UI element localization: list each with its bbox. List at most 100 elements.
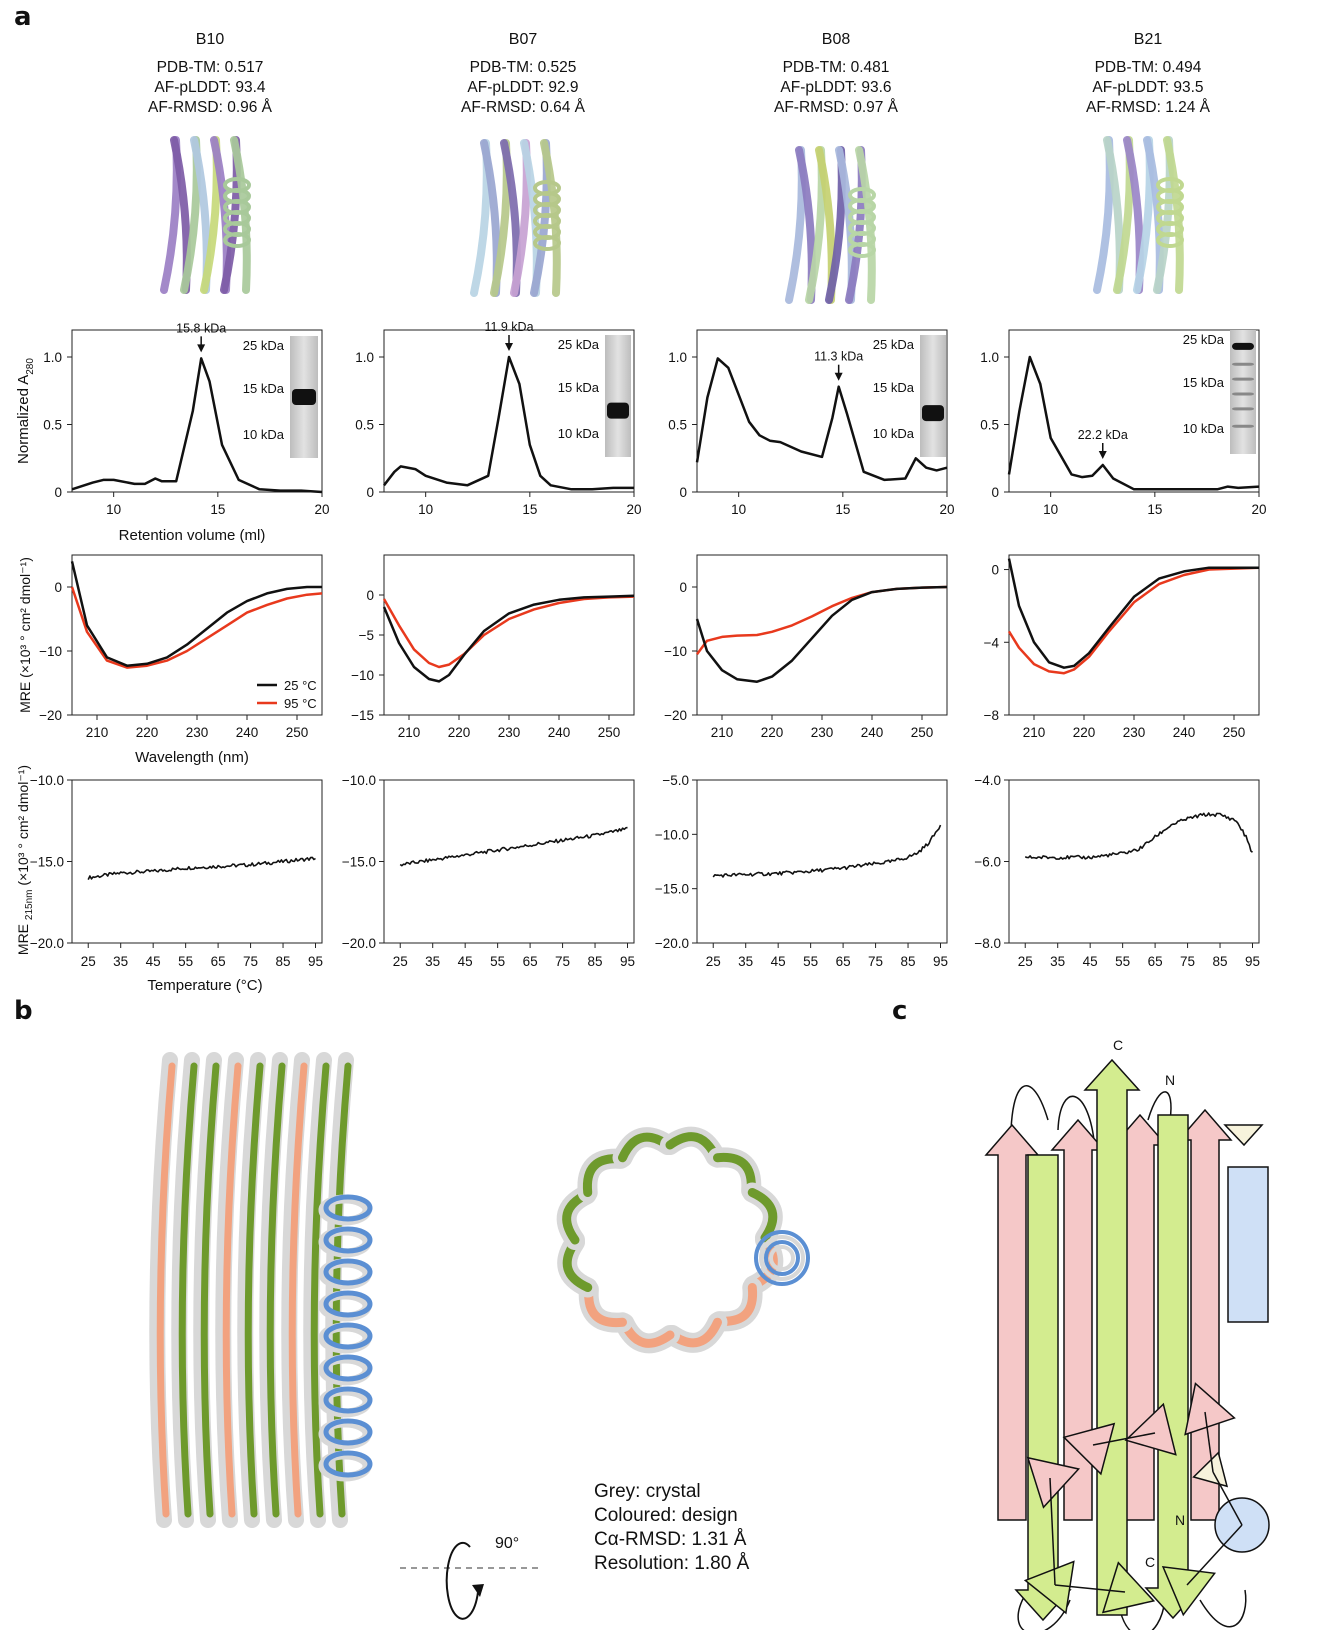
peak-label: 22.2 kDa [1078, 428, 1128, 442]
y-tick-label: −10.0 [342, 773, 376, 788]
x-tick-label: 35 [738, 954, 753, 969]
top-strand-green-1 [1023, 1560, 1075, 1615]
x-tick-label: 85 [1213, 954, 1228, 969]
x-tick-label: 55 [803, 954, 818, 969]
structure-b07 [470, 139, 561, 297]
structure-b08 [785, 146, 876, 304]
design-helix-turn [323, 1450, 373, 1478]
x-tick-label: 210 [1023, 725, 1046, 740]
x-tick-label: 35 [113, 954, 128, 969]
x-tick-label: 25 [706, 954, 721, 969]
melt-x-label: Temperature (°C) [147, 977, 262, 994]
helix-end-on [754, 1230, 810, 1286]
structure-b10 [160, 136, 251, 294]
cd-chart-b10: 210 220 230 240 250 0 −10 −20 25 °C 95 °C [39, 554, 323, 740]
rmsd-value: AF-RMSD: 0.96 Å [147, 99, 273, 116]
strand-green-2 [1083, 1058, 1141, 1616]
plddt-value: AF-pLDDT: 93.5 [1092, 79, 1204, 96]
design-helix-turn [323, 1194, 373, 1222]
design-header-b07: B07 PDB-TM: 0.525 AF-pLDDT: 92.9 AF-RMSD… [393, 30, 653, 118]
sec-trace [71, 357, 323, 494]
design-name: B08 [821, 31, 851, 48]
x-tick-label: 15 [835, 502, 850, 517]
cd-series-95c [382, 595, 635, 669]
peak-arrowhead [834, 372, 843, 381]
sec-y-label: Normalized A280 [15, 358, 36, 464]
x-tick-label: 15 [210, 502, 225, 517]
x-tick-label: 85 [901, 954, 916, 969]
x-tick-label: 95 [933, 954, 948, 969]
gel-marker-label: 25 kDa [873, 337, 915, 352]
top-strand-pink-3 [1124, 1402, 1177, 1456]
x-tick-label: 240 [1173, 725, 1196, 740]
sec-x-label: Retention volume (ml) [119, 527, 266, 544]
x-tick-label: 85 [276, 954, 291, 969]
gel-marker-label: 15 kDa [1183, 375, 1225, 390]
design-helix-turn [323, 1386, 373, 1414]
x-tick-label: 95 [1245, 954, 1260, 969]
peak-arrowhead [505, 343, 513, 351]
peak-arrowhead [1098, 451, 1107, 459]
top-n-terminus: N [1175, 1512, 1185, 1528]
y-tick-label: 0.5 [668, 418, 687, 433]
top-strand-pink-2 [1062, 1422, 1116, 1476]
peak-arrowhead [197, 344, 206, 353]
x-tick-label: 75 [1180, 954, 1195, 969]
x-tick-label: 15 [522, 502, 537, 517]
melt-trace [87, 856, 316, 880]
design-header-b08: B08 PDB-TM: 0.481 AF-pLDDT: 93.6 AF-RMSD… [706, 30, 966, 118]
gel-marker-label: 15 kDa [558, 380, 600, 395]
x-tick-label: 10 [1043, 502, 1058, 517]
x-tick-label: 35 [425, 954, 440, 969]
cd-chart-b21: 210 220 230 240 250 0 −4 −8 [984, 554, 1260, 740]
cd-y-label: MRE (×10³ ° cm² dmol⁻¹) [17, 557, 33, 713]
x-tick-label: 45 [771, 954, 786, 969]
legend-label: 25 °C [284, 678, 317, 693]
rotation-arrowhead [472, 1584, 484, 1597]
gel-marker-label: 10 kDa [558, 426, 600, 441]
x-tick-label: 75 [555, 954, 570, 969]
y-tick-label: 0 [366, 485, 374, 500]
plot-frame [696, 779, 948, 944]
gel-image [920, 335, 946, 457]
helix-turn [223, 232, 251, 248]
sec-trace [383, 355, 634, 491]
design-helix-turn [323, 1354, 373, 1382]
design-name: B07 [508, 31, 538, 48]
design-strand [266, 1062, 286, 1518]
x-tick-label: 45 [146, 954, 161, 969]
design-helix-turn [323, 1322, 373, 1350]
gel-band [922, 405, 944, 422]
x-tick-label: 55 [178, 954, 193, 969]
y-tick-label: 1.0 [355, 350, 374, 365]
x-tick-label: 220 [136, 725, 159, 740]
x-tick-label: 65 [1148, 954, 1163, 969]
predicted-structures [160, 136, 1184, 304]
design-helix-turn [323, 1290, 373, 1318]
plddt-value: AF-pLDDT: 93.4 [154, 79, 266, 96]
y-tick-label: −10 [664, 644, 687, 659]
design-strand [244, 1062, 264, 1518]
y-tick-label: −15 [351, 708, 374, 723]
topology-loop [1017, 1594, 1071, 1630]
x-tick-label: 250 [1223, 725, 1246, 740]
y-tick-label: 1.0 [668, 350, 687, 365]
y-tick-label: −5.0 [662, 773, 689, 788]
x-tick-label: 25 [393, 954, 408, 969]
x-tick-label: 95 [620, 954, 635, 969]
sec-chart-b08: 10 15 20 0 0.5 1.0 11.3 kDa 25 kDa 15 kDa 10 kDa [668, 329, 955, 517]
gel-image [1230, 330, 1256, 454]
cd-series-95c [70, 586, 323, 669]
design-strand [310, 1062, 330, 1518]
gel-image [605, 335, 631, 457]
y-tick-label: −20.0 [655, 936, 689, 951]
legend-design: Coloured: design [594, 1505, 738, 1526]
top-connector [1204, 1411, 1214, 1473]
x-tick-label: 240 [236, 725, 259, 740]
crystal-overlay-panel: 90° [149, 1052, 810, 1620]
cd-x-label: Wavelength (nm) [135, 749, 249, 766]
side-view-structure [149, 1052, 373, 1528]
x-tick-label: 85 [588, 954, 603, 969]
y-tick-label: −8.0 [974, 936, 1001, 951]
topology-n-terminus: N [1165, 1072, 1175, 1088]
